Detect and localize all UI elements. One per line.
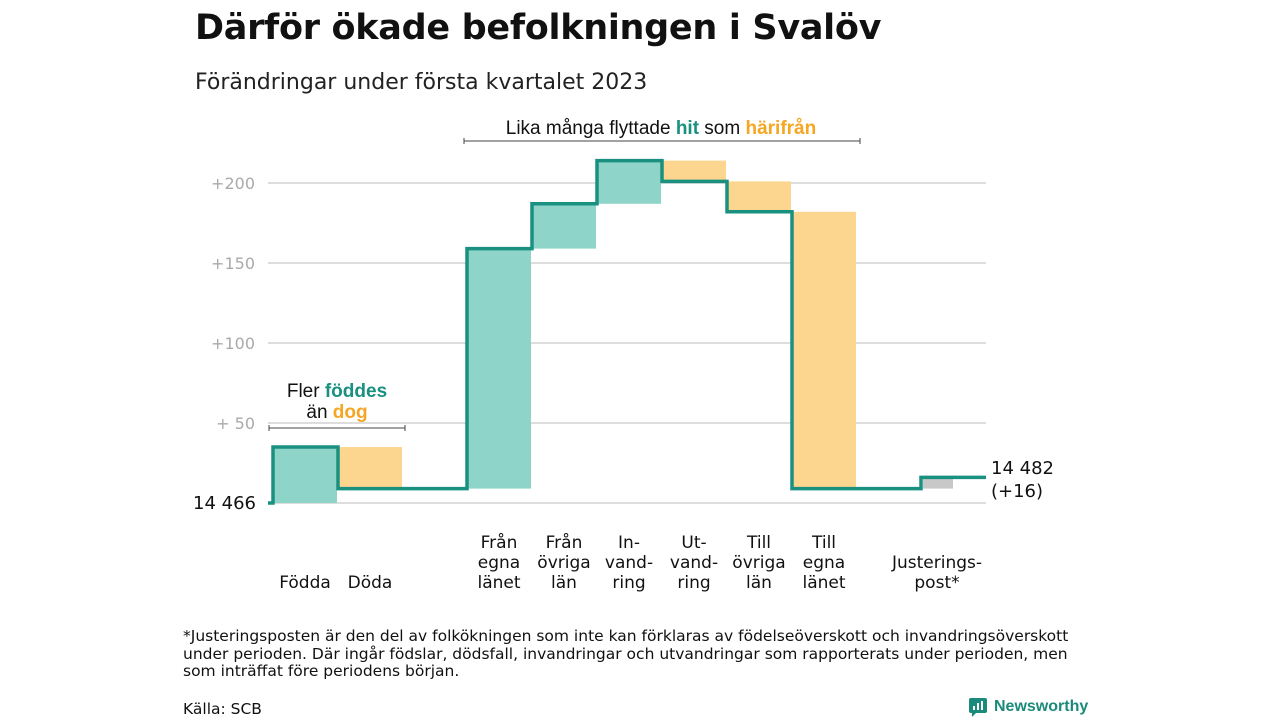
- category-label: övriga: [732, 553, 785, 573]
- waterfall-bar: [338, 447, 402, 489]
- category-label: vand-: [670, 553, 718, 573]
- waterfall-bar: [727, 181, 791, 212]
- category-label: län: [746, 573, 772, 593]
- category-label: Ut-: [681, 533, 706, 553]
- chart-title: Därför ökade befolkningen i Svalöv: [195, 8, 882, 48]
- category-label: Döda: [348, 573, 393, 593]
- start-value-label: 14 466: [193, 493, 256, 514]
- category-label: övriga: [537, 553, 590, 573]
- category-label: län: [551, 573, 577, 593]
- end-value-label: 14 482: [991, 458, 1054, 479]
- y-tick-label: +100: [211, 334, 255, 353]
- y-tick-label: +150: [211, 254, 255, 273]
- waterfall-bar: [923, 477, 953, 489]
- waterfall-bar: [273, 447, 337, 503]
- end-value-label: (+16): [991, 481, 1043, 502]
- births-annotation-line2: än dog: [306, 402, 367, 423]
- category-label: egna: [803, 553, 845, 573]
- category-label: ring: [677, 573, 710, 593]
- newsworthy-logo-icon: [969, 698, 987, 717]
- y-tick-label: + 50: [216, 414, 255, 433]
- category-label: länet: [802, 573, 845, 593]
- migration-annotation: Lika många flyttade hit som härifrån: [506, 118, 816, 139]
- waterfall-bar: [662, 160, 726, 182]
- category-label: vand-: [605, 553, 653, 573]
- category-label: In-: [618, 533, 640, 553]
- y-tick-label: +200: [211, 174, 255, 193]
- births-annotation-line1: Fler föddes: [287, 381, 387, 402]
- source-label: Källa: SCB: [183, 700, 262, 718]
- waterfall-bar: [597, 160, 661, 204]
- brand-name: Newsworthy: [994, 698, 1089, 715]
- chart-subtitle: Förändringar under första kvartalet 2023: [195, 70, 648, 95]
- waterfall-bar: [467, 248, 531, 489]
- category-label: post*: [914, 573, 959, 593]
- category-label: Till: [811, 533, 836, 553]
- category-label: Från: [546, 532, 583, 553]
- waterfall-chart: + 50 +100 +150 +200 14 466 14 482(+16) Födda Dö…: [193, 118, 1054, 593]
- brand-logo: Newsworthy: [968, 697, 1088, 717]
- category-label: Justerings-: [891, 553, 982, 573]
- waterfall-bar: [532, 203, 596, 249]
- footnote: *Justeringsposten är den del av folkökni…: [183, 627, 1069, 680]
- category-label: Till: [746, 533, 771, 553]
- running-total-line: [268, 158, 986, 505]
- category-label: ring: [612, 573, 645, 593]
- category-label: Födda: [279, 573, 331, 593]
- category-label: Från: [481, 532, 518, 553]
- category-label: egna: [478, 553, 520, 573]
- category-label: länet: [477, 573, 520, 593]
- waterfall-bar: [792, 211, 856, 489]
